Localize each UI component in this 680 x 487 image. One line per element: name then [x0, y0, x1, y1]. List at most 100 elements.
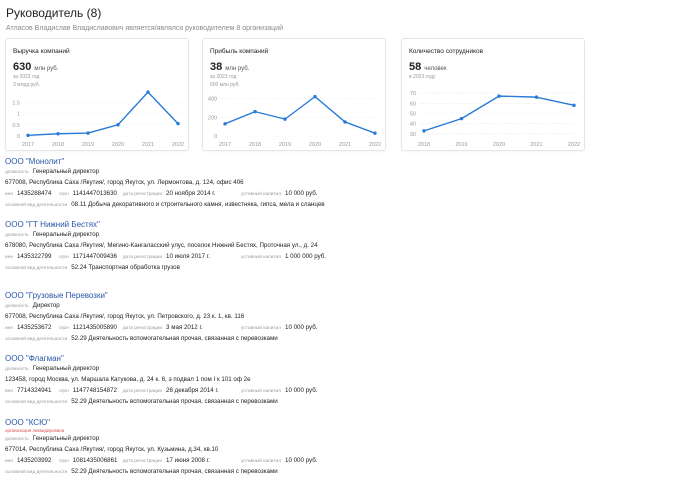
- activity-value: 52.29 Деятельность вспомогательная проча…: [71, 468, 278, 475]
- position-label: должность: [5, 437, 29, 442]
- activity-value: 08.11 Добыча декоративного и строительно…: [71, 201, 325, 208]
- data-point: [56, 132, 60, 136]
- activity-row: основной вид деятельности 52.24 Транспорт…: [5, 262, 605, 273]
- page-header: Руководитель (8) Атласов Владислав Влади…: [6, 6, 283, 32]
- card-unit: млн руб.: [225, 66, 250, 72]
- activity-label: основной вид деятельности: [5, 337, 68, 342]
- capital-value: 10 000 руб.: [285, 190, 318, 197]
- inn-value: 7714324941: [16, 387, 52, 394]
- ogrn-value: 1147748154872: [72, 387, 117, 394]
- y-tick-label: 0: [214, 134, 217, 140]
- card-period: за 2023 год: [13, 74, 40, 80]
- reg-date-label: дата регистрации: [122, 192, 163, 197]
- activity-row: основной вид деятельности 52.29 Деятельно…: [5, 333, 605, 344]
- company-name-link[interactable]: ООО "КСЮ": [5, 418, 50, 427]
- position-row: должность Генеральный директор: [5, 229, 605, 240]
- card-title: Количество сотрудников: [409, 48, 484, 55]
- company-name-link[interactable]: ООО "Монолит": [5, 157, 65, 166]
- x-tick-label: 2021: [530, 142, 542, 148]
- address-row: 678080, Республика Саха /Якутия/, Мегино…: [5, 240, 605, 251]
- inn-value: 1435253672: [16, 324, 52, 331]
- card-value: 58 человек: [409, 61, 447, 73]
- capital-label: уставный капитал: [241, 255, 282, 260]
- company-name-link[interactable]: ООО "Флагман": [5, 354, 64, 363]
- capital-label: уставный капитал: [241, 459, 282, 464]
- company-item: ООО "ГТ Нижний Бестях" должность Генераль…: [5, 220, 605, 273]
- data-point: [146, 90, 150, 94]
- address-row: 123458, город Москва, ул. Маршала Катуко…: [5, 374, 605, 385]
- data-point: [572, 103, 576, 108]
- address-value: 677008, Республика Саха /Якутия/, город …: [5, 179, 244, 186]
- address-row: 677008, Республика Саха /Якутия/, город …: [5, 177, 605, 188]
- capital-value: 10 000 руб.: [285, 387, 318, 394]
- reg-date-value: 17 июня 2008 г.: [166, 457, 210, 464]
- y-tick-label: 1: [17, 112, 20, 118]
- y-tick-label: 70: [410, 91, 416, 97]
- data-point: [253, 109, 257, 114]
- x-tick-label: 2021: [339, 142, 351, 148]
- card-period: за 2023 год: [210, 74, 237, 80]
- page-subtitle: Атласов Владислав Владиславович является…: [6, 25, 283, 32]
- ids-row: инн 1435203992 огрн 1081435006861 дата рег…: [5, 455, 605, 466]
- stats-cards: Выручка компаний 630 млн руб. за 2023 год…: [5, 38, 585, 151]
- x-tick-label: 2022: [369, 142, 381, 148]
- y-tick-label: 0: [17, 134, 20, 140]
- company-item: ООО "Монолит" должность Генеральный дирек…: [5, 157, 605, 210]
- position-value: Генеральный директор: [32, 168, 100, 175]
- card-value-number: 630: [13, 61, 32, 73]
- card-unit: человек: [424, 66, 447, 72]
- ogrn-label: огрн: [58, 255, 69, 260]
- inn-label: инн: [5, 389, 13, 394]
- ogrn-value: 1081435006861: [72, 457, 118, 464]
- reg-date-value: 26 декабря 2014 г.: [166, 387, 219, 394]
- data-point: [422, 129, 426, 133]
- position-row: должность Генеральный директор: [5, 166, 605, 177]
- data-point: [534, 95, 539, 99]
- capital-value: 10 000 руб.: [285, 324, 318, 331]
- y-tick-label: 30: [410, 132, 416, 138]
- inn-label: инн: [5, 255, 13, 260]
- capital-label: уставный капитал: [241, 326, 282, 331]
- data-point: [176, 121, 180, 126]
- y-tick-label: 50: [410, 112, 416, 118]
- activity-label: основной вид деятельности: [5, 266, 68, 271]
- card-value-number: 38: [210, 61, 223, 73]
- x-tick-label: 2017: [219, 142, 231, 148]
- x-tick-label: 2017: [22, 142, 34, 148]
- data-point: [373, 131, 377, 135]
- x-tick-label: 2021: [142, 142, 154, 148]
- x-tick-label: 2019: [82, 142, 94, 148]
- data-point: [116, 123, 120, 127]
- position-value: Генеральный директор: [32, 365, 100, 372]
- reg-date-value: 3 мая 2012 г.: [166, 324, 203, 331]
- page-title: Руководитель (8): [6, 6, 102, 20]
- ids-row: инн 1435322799 огрн 1171447009436 дата рег…: [5, 251, 605, 262]
- y-tick-label: 1.5: [12, 100, 20, 106]
- y-tick-label: 200: [208, 115, 217, 121]
- x-tick-label: 2018: [418, 142, 430, 148]
- capital-label: уставный капитал: [241, 192, 282, 197]
- ogrn-label: огрн: [58, 326, 69, 331]
- company-name-link[interactable]: ООО "ГТ Нижний Бестях": [5, 220, 100, 229]
- company-name-link[interactable]: ООО "Грузовые Перевозки": [5, 291, 108, 300]
- ogrn-label: огрн: [58, 459, 69, 464]
- company-item: ООО "КСЮ" организация ликвидирована долж…: [5, 418, 605, 477]
- data-point: [459, 116, 464, 121]
- data-point: [283, 117, 287, 121]
- ids-row: инн 1435288474 огрн 1141447013630 дата рег…: [5, 188, 605, 199]
- reg-date-value: 20 ноября 2014 г.: [166, 190, 216, 197]
- activity-label: основной вид деятельности: [5, 470, 68, 475]
- capital-value: 1 000 000 руб.: [285, 253, 327, 260]
- activity-label: основной вид деятельности: [5, 203, 68, 208]
- revenue-card: Выручка компаний 630 млн руб. за 2023 год…: [5, 38, 189, 151]
- reg-date-value: 10 июля 2017 г.: [166, 253, 210, 260]
- x-tick-label: 2020: [309, 142, 321, 148]
- company-item: ООО "Флагман" должность Генеральный дирек…: [5, 354, 605, 407]
- inn-label: инн: [5, 459, 13, 464]
- activity-row: основной вид деятельности 08.11 Добыча де…: [5, 199, 605, 210]
- inn-value: 1435322799: [16, 253, 52, 260]
- address-row: 677014, Республика Саха /Якутия/, город …: [5, 444, 605, 455]
- position-label: должность: [5, 233, 29, 238]
- y-tick-label: 0.5: [12, 123, 20, 129]
